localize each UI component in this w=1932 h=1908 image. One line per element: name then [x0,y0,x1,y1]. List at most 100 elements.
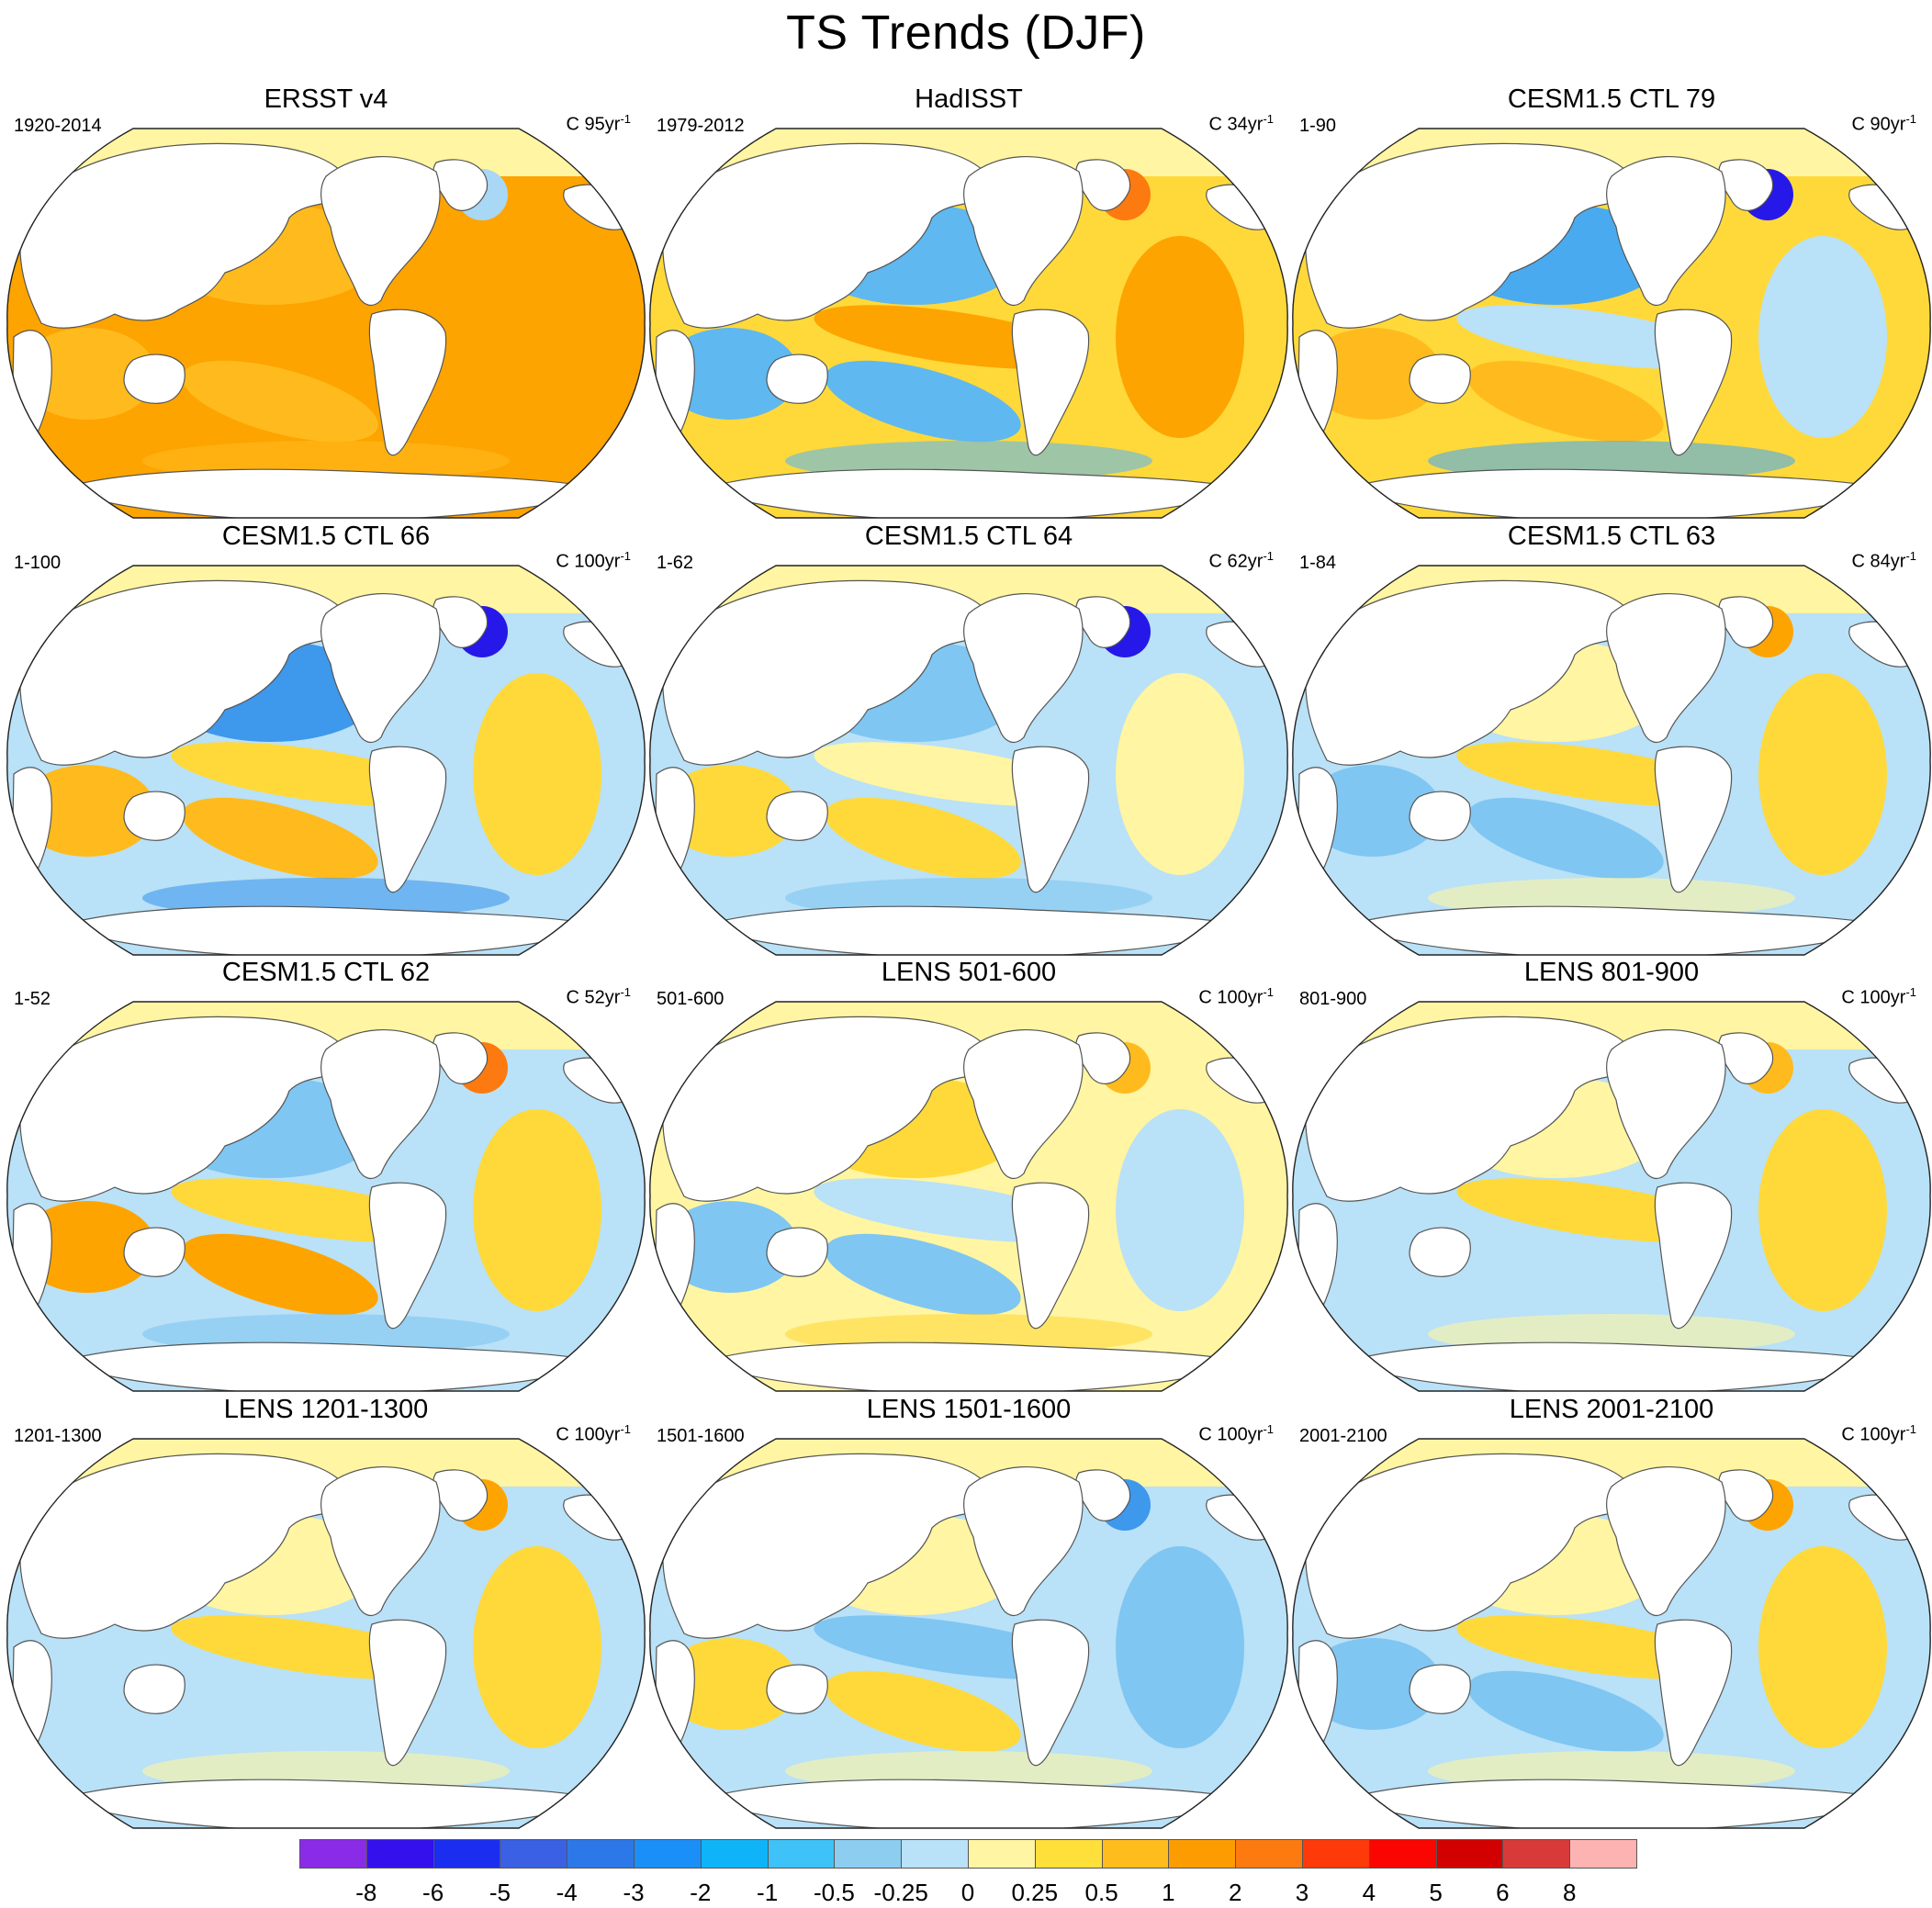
map-panel: CESM1.5 CTL 64 1-62 C 62yr-1 [647,522,1290,962]
colorbar-tick-label: 4 [1362,1879,1376,1906]
world-map [649,565,1288,956]
anomaly-indian-ocean [18,765,156,857]
panel-units: C 90yr-1 [1852,112,1916,136]
map-border [6,565,646,956]
panel-title: CESM1.5 CTL 63 [1507,522,1716,551]
map-panel: LENS 801-900 801-900 C 100yr-1 [1290,958,1932,1398]
map-border [6,128,646,519]
land-northamerica [1605,156,1726,307]
units-exponent: -1 [1905,112,1916,126]
map-panel: HadISST 1979-2012 C 34yr-1 [647,84,1290,525]
land-northamerica [962,593,1084,744]
colorbar-tick-label: 8 [1562,1879,1577,1906]
land-northamerica [320,156,441,307]
map-border [649,1438,1288,1829]
colorbar-tick-label: -2 [690,1879,712,1906]
colorbar-cell [1569,1839,1637,1869]
colorbar-cell [1302,1839,1370,1869]
land-southamerica [1011,1182,1090,1330]
map-border [6,1001,646,1392]
panel-title: LENS 1501-1600 [866,1395,1072,1424]
anomaly-indian-ocean [661,765,799,857]
land-australia [1409,791,1471,841]
anomaly-south-pacific [182,1233,378,1316]
map-border [1292,565,1931,956]
world-map [6,1001,646,1392]
anomaly-atlantic [1758,1546,1887,1748]
land-southamerica [368,1182,447,1330]
panel-title: LENS 1201-1300 [223,1395,429,1424]
panel-period: 1-100 [14,553,62,573]
anomaly-indian-ocean [18,1638,156,1730]
panel-title: LENS 501-600 [881,958,1057,987]
panel-units: C 100yr-1 [556,1422,631,1446]
anomaly-south-pacific [1467,1233,1664,1316]
colorbar [299,1839,1637,1869]
anomaly-indian-ocean [1304,328,1442,420]
units-exponent: -1 [620,112,631,126]
land-australia [123,1227,185,1277]
land-asia [19,1453,354,1639]
land-northamerica [1605,1029,1726,1180]
anomaly-south-pacific [825,797,1021,880]
panel-title: LENS 2001-2100 [1509,1395,1714,1424]
world-map [1292,565,1931,956]
colorbar-tick-label: 0.25 [1011,1879,1059,1906]
anomaly-atlantic [1758,236,1887,438]
anomaly-indian-ocean [1304,765,1442,857]
panel-units: C 52yr-1 [567,985,631,1009]
colorbar-tick-label: 5 [1429,1879,1443,1906]
land-southamerica [1011,746,1090,893]
panel-title: HadISST [915,84,1023,114]
colorbar-cell [365,1839,434,1869]
anomaly-atlantic [1758,1109,1887,1311]
world-map [1292,1001,1931,1392]
land-australia [123,1664,185,1714]
land-northamerica [320,1029,441,1180]
colorbar-tick-label: 0.5 [1084,1879,1118,1906]
land-southamerica [1654,746,1733,893]
map-border [649,128,1288,519]
land-australia [1409,1227,1471,1277]
anomaly-indian-ocean [1304,1638,1442,1730]
land-australia [766,1664,828,1714]
panel-units: C 34yr-1 [1209,112,1274,136]
panel-period: 801-900 [1299,989,1367,1009]
units-base: C 100yr [1198,987,1264,1008]
colorbar-cell [1101,1839,1170,1869]
colorbar-cell [1435,1839,1504,1869]
units-base: C 100yr [1198,1424,1264,1445]
panel-units: C 95yr-1 [567,112,631,136]
anomaly-south-pacific [1467,360,1664,443]
anomaly-indian-ocean [661,1638,799,1730]
anomaly-atlantic [1758,673,1887,875]
map-border [6,1438,646,1829]
world-map [6,1438,646,1829]
units-exponent: -1 [1905,1422,1916,1436]
land-southamerica [368,746,447,893]
anomaly-atlantic [1116,673,1244,875]
units-base: C 100yr [1841,1424,1906,1445]
colorbar-tick-label: -3 [623,1879,645,1906]
panel-title: CESM1.5 CTL 62 [221,958,431,987]
land-australia [1409,1664,1471,1714]
colorbar-cell [567,1839,635,1869]
map-panel: CESM1.5 CTL 63 1-84 C 84yr-1 [1290,522,1932,962]
map-panel: CESM1.5 CTL 62 1-52 C 52yr-1 [5,958,647,1398]
land-asia [19,1016,354,1202]
world-map [6,565,646,956]
figure-title: TS Trends (DJF) [786,6,1146,60]
colorbar-cell [968,1839,1036,1869]
anomaly-south-pacific [825,1670,1021,1753]
anomaly-atlantic [1116,1109,1244,1311]
anomaly-indian-ocean [18,328,156,420]
map-border [1292,128,1931,519]
units-base: C 52yr [566,987,621,1008]
land-northamerica [1605,1466,1726,1617]
colorbar-tick-label: 3 [1295,1879,1309,1906]
anomaly-atlantic [473,1546,601,1748]
land-southamerica [1654,1182,1733,1330]
panel-period: 501-600 [657,989,724,1009]
map-border [649,565,1288,956]
anomaly-south-pacific [825,1233,1021,1316]
